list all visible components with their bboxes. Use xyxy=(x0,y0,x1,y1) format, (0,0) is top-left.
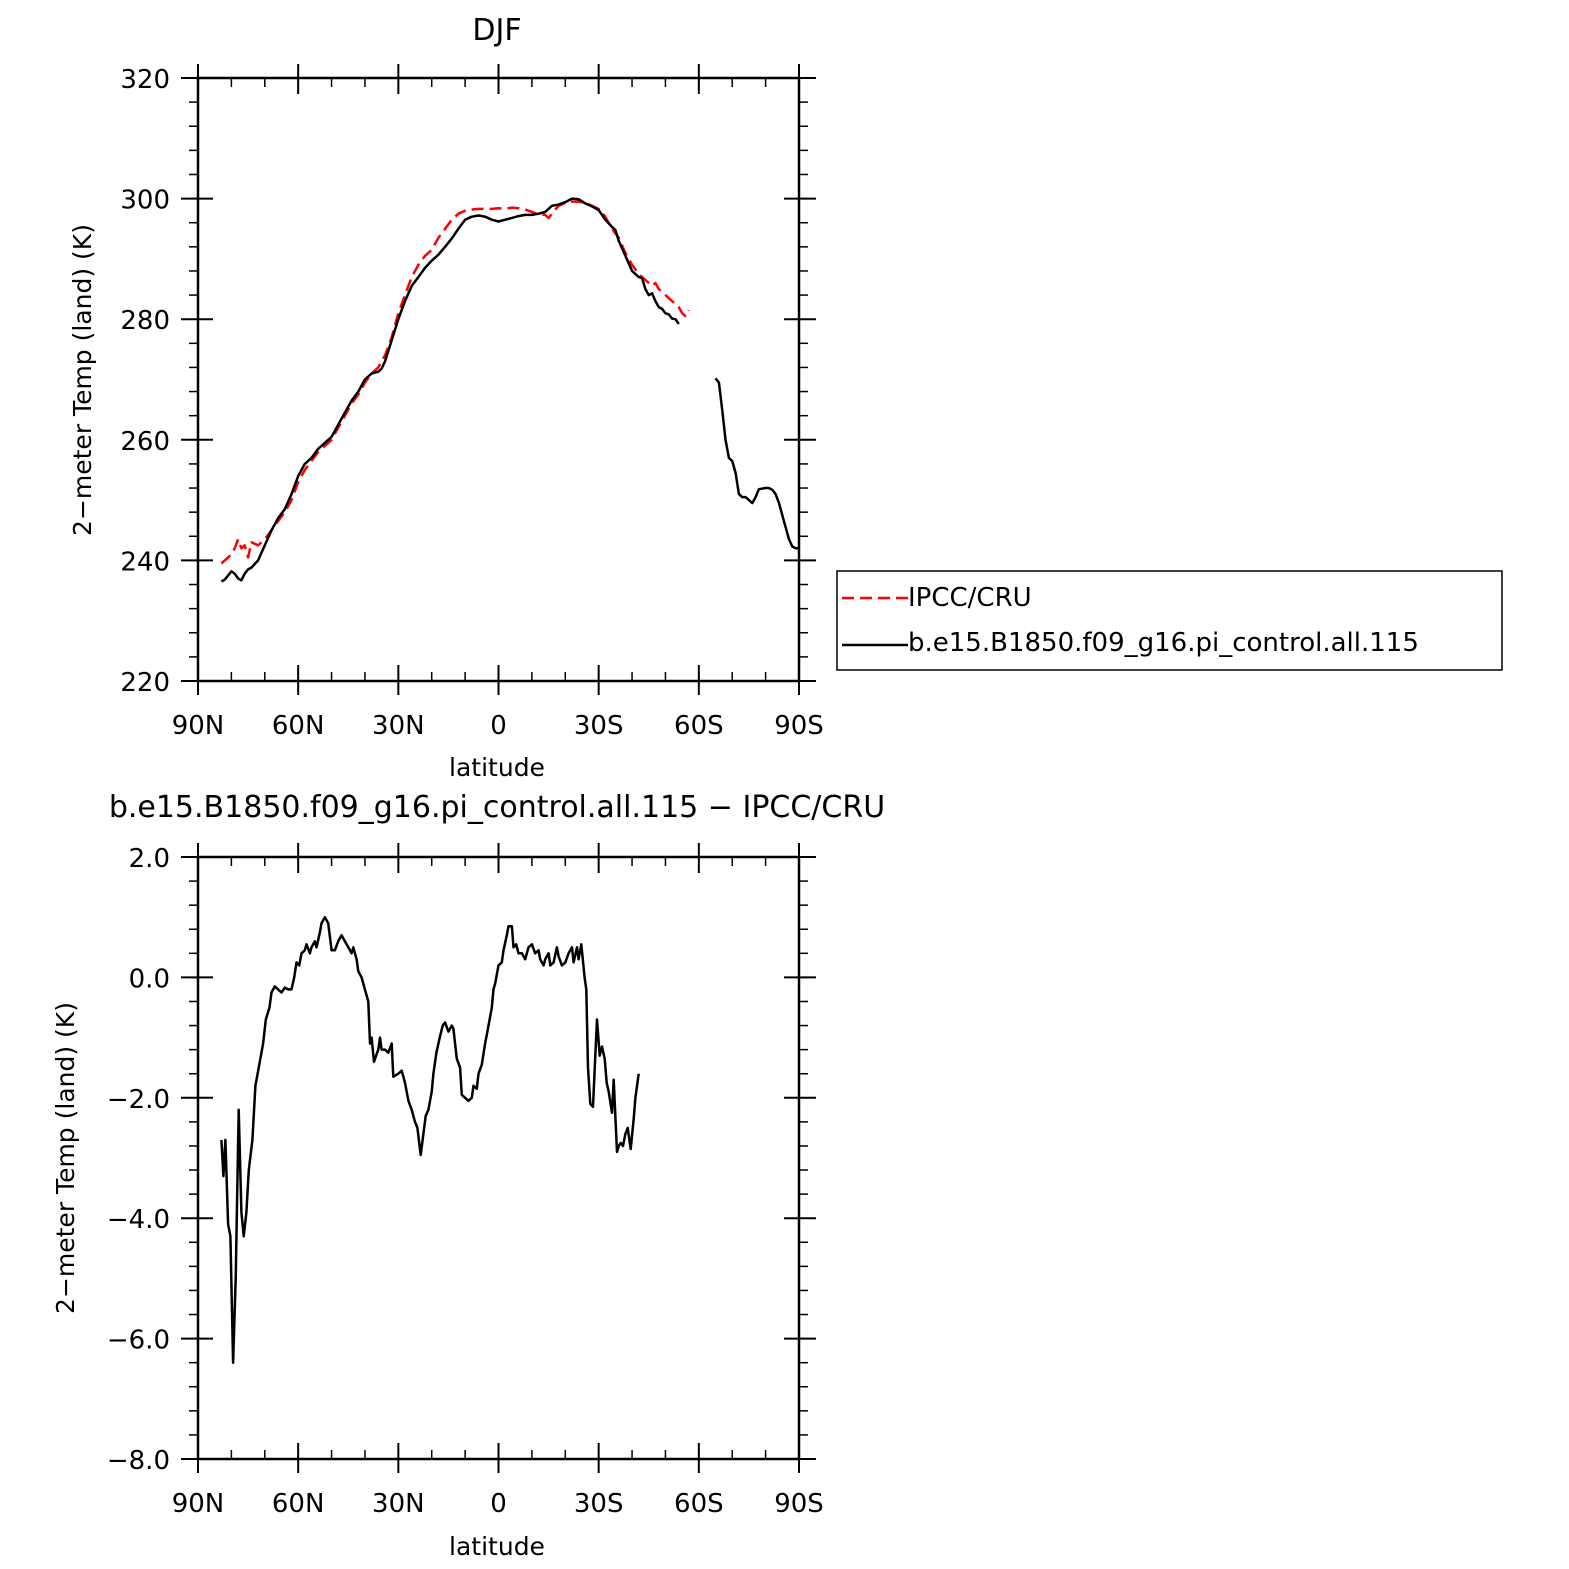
top-y-tick-label: 220 xyxy=(120,668,170,698)
bottom-y-tick-label: 2.0 xyxy=(129,844,170,874)
bottom-plot-frame xyxy=(196,855,801,1461)
bottom-x-tick-label: 90N xyxy=(172,1489,225,1519)
bottom-x-tick-label: 30N xyxy=(372,1489,425,1519)
bottom-x-tick-label: 0 xyxy=(490,1489,507,1519)
top-y-tick-label: 260 xyxy=(120,427,170,457)
bottom-y-tick-label: −8.0 xyxy=(107,1446,170,1476)
bottom-x-tick-label: 30S xyxy=(574,1489,624,1519)
top-x-tick-label: 0 xyxy=(490,711,507,741)
legend: IPCC/CRU b.e15.B1850.f09_g16.pi_control.… xyxy=(836,570,1503,671)
top-x-tick-label: 90S xyxy=(774,711,824,741)
top-x-axis-label: latitude xyxy=(449,753,545,782)
top-x-tick-label: 90N xyxy=(172,711,225,741)
legend-label-ipcc-cru: IPCC/CRU xyxy=(908,583,1032,613)
bottom-x-tick-label: 90S xyxy=(774,1489,824,1519)
bottom-chart: b.e15.B1850.f09_g16.pi_control.all.115 −… xyxy=(51,790,885,1561)
top-y-tick-label: 300 xyxy=(120,186,170,216)
top-y-axis-label: 2−meter Temp (land) (K) xyxy=(68,224,97,536)
top-series-line-1 xyxy=(220,197,680,583)
bottom-y-tick-label: 0.0 xyxy=(129,964,170,994)
bottom-series-layer xyxy=(220,915,640,1364)
top-series-layer xyxy=(220,197,799,583)
bottom-x-axis-label: latitude xyxy=(449,1532,545,1561)
top-chart-title: DJF xyxy=(472,13,521,48)
bottom-tick-layer: 90N 60N 30N 0 30S 60S 90S 2.0 0.0 −2.0 −4.0 −6.0 −8.… xyxy=(107,843,824,1519)
top-series-line-0 xyxy=(220,200,690,565)
top-tick-layer: 90N 60N 30N 0 30S 60S 90S 320 300 280 260 240 220 xyxy=(120,64,824,741)
bottom-y-tick-label: −4.0 xyxy=(107,1205,170,1235)
bottom-y-axis-label: 2−meter Temp (land) (K) xyxy=(51,1002,80,1314)
top-plot-frame xyxy=(196,76,801,683)
top-y-tick-label: 280 xyxy=(120,306,170,336)
bottom-x-tick-label: 60N xyxy=(272,1489,325,1519)
bottom-x-tick-label: 60S xyxy=(674,1489,724,1519)
top-x-tick-label: 60S xyxy=(674,711,724,741)
top-chart: DJF 90N 60N 30N 0 30S 60S 90S 320 300 280 260 240 22… xyxy=(68,13,1503,782)
bottom-series-line-0 xyxy=(220,915,640,1364)
legend-label-model: b.e15.B1850.f09_g16.pi_control.all.115 xyxy=(908,628,1419,658)
top-x-tick-label: 60N xyxy=(272,711,325,741)
bottom-chart-title: b.e15.B1850.f09_g16.pi_control.all.115 −… xyxy=(109,790,885,825)
top-y-tick-label: 240 xyxy=(120,547,170,577)
top-x-tick-label: 30S xyxy=(574,711,624,741)
top-x-tick-label: 30N xyxy=(372,711,425,741)
bottom-y-tick-label: −6.0 xyxy=(107,1326,170,1356)
legend-box xyxy=(836,570,1503,671)
bottom-y-tick-label: −2.0 xyxy=(107,1085,170,1115)
top-series-line-1 xyxy=(714,377,799,550)
top-y-tick-label: 320 xyxy=(120,65,170,95)
